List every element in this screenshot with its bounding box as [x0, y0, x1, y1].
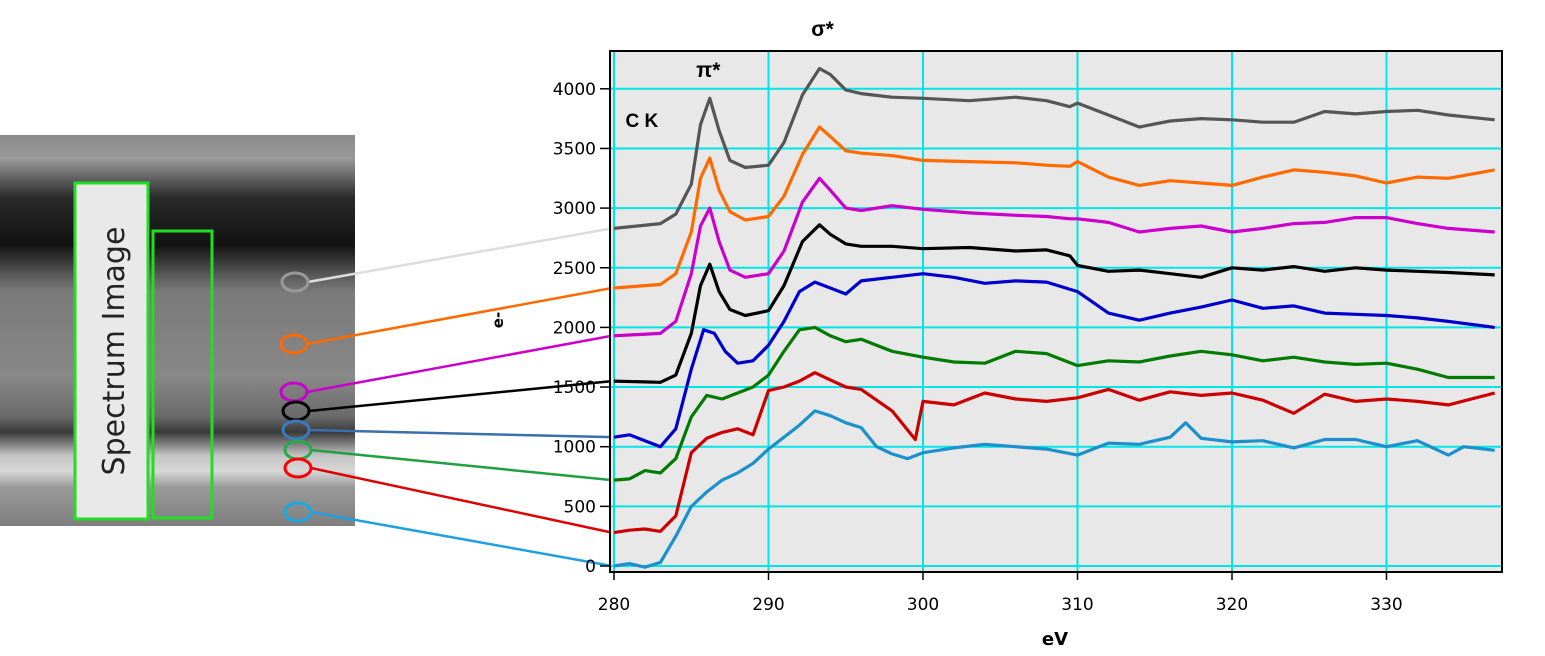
connector-line-4 — [308, 379, 613, 413]
spectrum-image-label: Spectrum Image — [97, 227, 132, 476]
position-marker-8 — [283, 501, 313, 523]
spectrum-line-6 — [613, 325, 1495, 482]
spectrum-line-4 — [613, 223, 1495, 384]
connector-line-5 — [308, 428, 613, 439]
annotations: σ* π* C K — [625, 18, 834, 132]
y-tick-label: 1000 — [553, 438, 596, 458]
y-tick-label: 500 — [564, 497, 596, 517]
position-marker-2 — [279, 333, 309, 355]
axis-ticks: 280 290 300 310 320 330 0 500 1000 1500 2000 2500 30… — [553, 80, 1403, 615]
position-marker-7 — [283, 457, 313, 479]
connector-line-1 — [307, 227, 613, 284]
x-axis-label: eV — [1042, 629, 1068, 650]
spectrum-line-3 — [613, 176, 1495, 338]
spectrum-line-2 — [613, 125, 1495, 290]
x-tick-label: 330 — [1370, 595, 1402, 615]
connector-line-8 — [310, 510, 613, 568]
plot: 280 290 300 310 320 330 0 500 1000 1500 2000 2500 30… — [489, 18, 1503, 650]
series-layer — [613, 66, 1496, 569]
x-tick-label: 290 — [752, 595, 784, 615]
connector-line-6 — [310, 448, 613, 482]
position-marker-1 — [280, 271, 310, 293]
x-tick-label: 300 — [907, 595, 939, 615]
spectrum-line-5 — [613, 272, 1495, 449]
plot-background — [610, 51, 1502, 572]
spectrum-line-7 — [613, 371, 1496, 535]
x-tick-label: 280 — [598, 595, 630, 615]
grid — [611, 52, 1501, 571]
connector-line-2 — [306, 286, 613, 346]
spectrum-line-1 — [613, 66, 1495, 230]
annotation-label: C K — [625, 111, 658, 132]
y-tick-label: 3000 — [553, 199, 596, 219]
x-tick-label: 320 — [1216, 595, 1248, 615]
y-tick-label: 2500 — [553, 259, 596, 279]
x-tick-label: 310 — [1061, 595, 1093, 615]
spectrum-image-region-box — [151, 229, 214, 520]
plot-frame — [609, 50, 1503, 573]
position-marker-5 — [281, 419, 311, 441]
connector-line-7 — [310, 466, 613, 534]
micrograph-image — [0, 135, 355, 526]
spectrum-connectors — [279, 227, 613, 568]
connector-line-3 — [306, 334, 613, 394]
spectrum-image-label-box — [73, 181, 150, 521]
y-tick-label: 0 — [585, 557, 596, 577]
spectrum-line-8 — [613, 409, 1495, 569]
y-tick-label: 4000 — [553, 80, 596, 100]
annotation-label: σ* — [811, 18, 834, 41]
y-tick-label: 1500 — [553, 378, 596, 398]
y-axis-label: e- — [489, 312, 507, 328]
y-tick-label: 2000 — [553, 318, 596, 338]
y-tick-label: 3500 — [553, 139, 596, 159]
micrograph: Spectrum Image — [0, 135, 355, 526]
annotation-label: π* — [696, 59, 721, 82]
